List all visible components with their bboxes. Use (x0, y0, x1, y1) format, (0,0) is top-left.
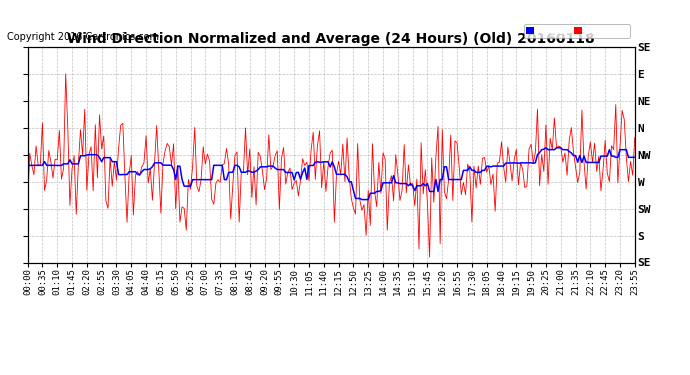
Title: Wind Direction Normalized and Average (24 Hours) (Old) 20160118: Wind Direction Normalized and Average (2… (68, 32, 595, 46)
Legend: Median, Direction: Median, Direction (524, 24, 630, 38)
Text: Copyright 2016 Cartronics.com: Copyright 2016 Cartronics.com (7, 32, 159, 42)
